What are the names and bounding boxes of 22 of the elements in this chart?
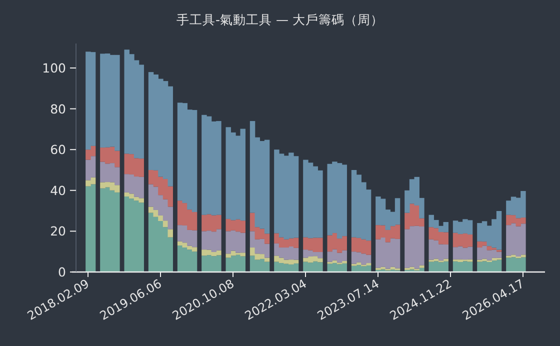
bar [148,212,154,272]
bar [452,261,458,272]
bar [177,245,183,272]
bar [177,200,183,226]
y-tick-label: 60 [50,142,66,158]
bar [250,256,256,272]
y-tick-label: 20 [50,224,66,239]
bar [148,170,154,184]
bar [148,206,154,213]
y-tick-label: 40 [50,182,66,198]
bar [452,247,458,260]
y-tick-label: 80 [50,101,66,116]
bar [351,237,357,252]
bar [177,225,183,242]
chart-title: 手工具-氣動工具 — 大戶籌碼（周） [176,12,384,27]
bar [148,184,154,207]
bar [168,229,173,238]
bar [351,252,357,264]
y-tick-label: 0 [58,264,66,280]
bar [177,241,183,246]
y-tick-label: 100 [42,60,66,76]
bar [452,232,458,248]
